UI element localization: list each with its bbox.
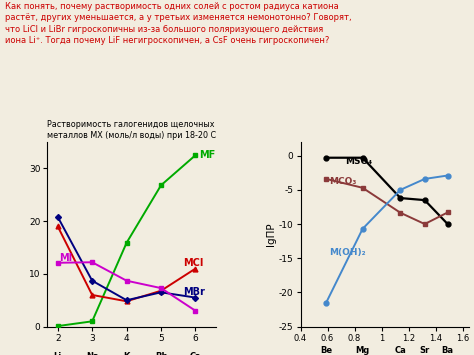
- Text: Cs: Cs: [190, 351, 201, 355]
- Text: K: K: [123, 351, 130, 355]
- Text: Li: Li: [54, 351, 62, 355]
- Text: MSO₄: MSO₄: [345, 157, 372, 166]
- Text: Na: Na: [86, 351, 99, 355]
- Text: MCO₃: MCO₃: [329, 178, 357, 186]
- Text: Растворимость галогенидов щелочных
металлов МХ (моль/л воды) при 18-20 С: Растворимость галогенидов щелочных метал…: [47, 120, 217, 140]
- Y-axis label: lgПР: lgПР: [266, 223, 276, 246]
- Text: Sr: Sr: [419, 346, 430, 355]
- Text: MCl: MCl: [183, 258, 204, 268]
- Text: Как понять, почему растворимость одних солей с ростом радиуса катиона
растёт, др: Как понять, почему растворимость одних с…: [5, 2, 351, 45]
- Text: Rb: Rb: [155, 351, 167, 355]
- Text: MBr: MBr: [183, 287, 205, 297]
- Text: Be: Be: [320, 346, 332, 355]
- Text: Ba: Ba: [442, 346, 454, 355]
- Text: MF: MF: [199, 150, 215, 160]
- Text: M(OH)₂: M(OH)₂: [329, 248, 366, 257]
- Text: MI: MI: [59, 253, 73, 263]
- Text: Mg: Mg: [356, 346, 370, 355]
- Text: Ca: Ca: [394, 346, 406, 355]
